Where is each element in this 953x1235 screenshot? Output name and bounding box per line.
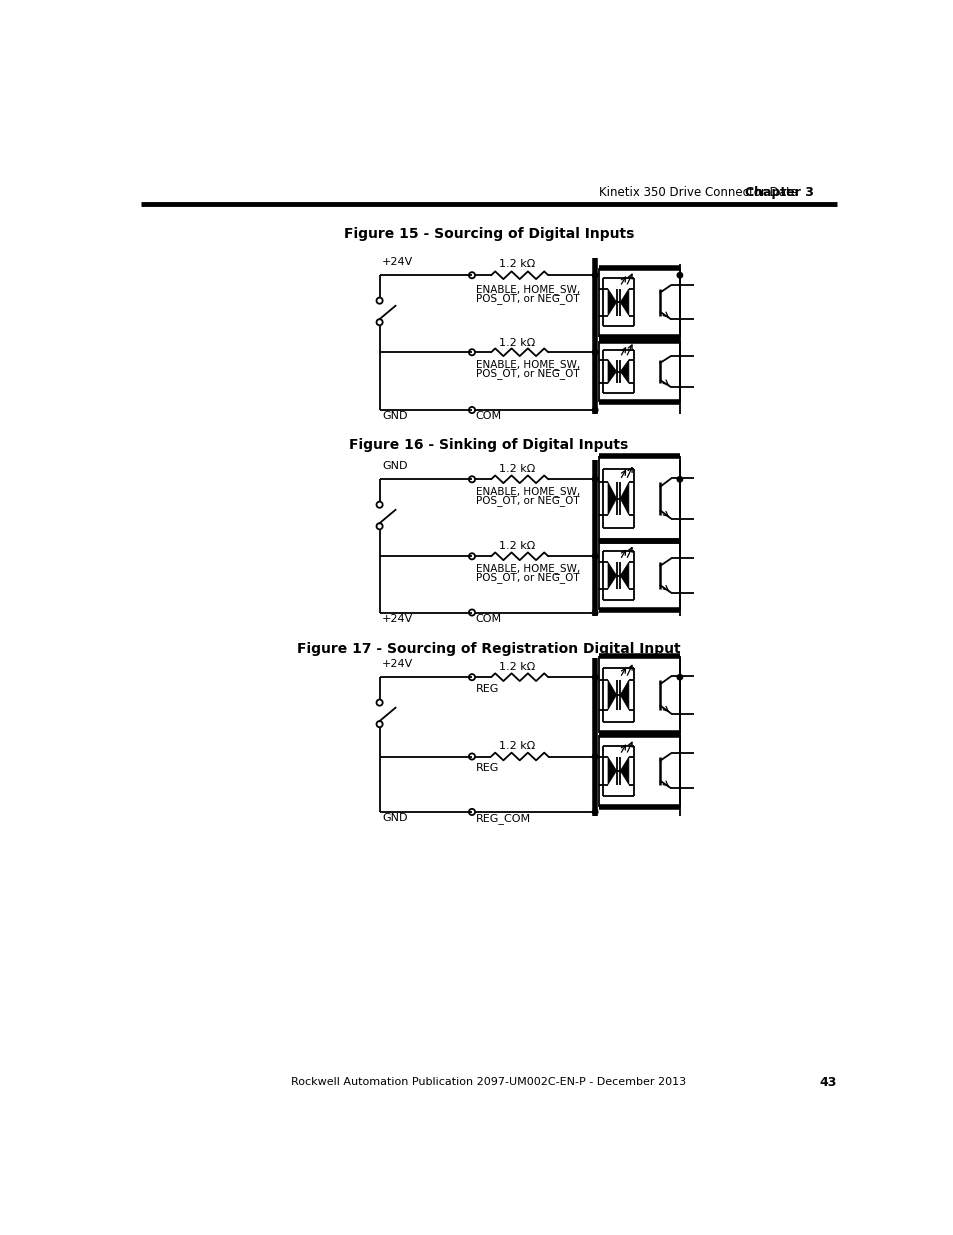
Circle shape <box>592 350 598 354</box>
Text: 1.2 kΩ: 1.2 kΩ <box>498 258 535 269</box>
Circle shape <box>592 674 598 680</box>
Text: GND: GND <box>381 461 407 472</box>
Text: Figure 17 - Sourcing of Registration Digital Input: Figure 17 - Sourcing of Registration Dig… <box>296 642 680 656</box>
Text: Rockwell Automation Publication 2097-UM002C-EN-P - December 2013: Rockwell Automation Publication 2097-UM0… <box>291 1077 686 1087</box>
Circle shape <box>592 553 598 559</box>
Text: REG: REG <box>476 763 498 773</box>
Text: POS_OT, or NEG_OT: POS_OT, or NEG_OT <box>476 572 578 583</box>
Circle shape <box>592 809 598 815</box>
Text: GND: GND <box>381 411 407 421</box>
Polygon shape <box>607 482 616 515</box>
Text: Figure 15 - Sourcing of Digital Inputs: Figure 15 - Sourcing of Digital Inputs <box>343 227 634 241</box>
Text: 1.2 kΩ: 1.2 kΩ <box>498 464 535 474</box>
Text: REG: REG <box>476 684 498 694</box>
Polygon shape <box>619 289 628 315</box>
Text: Kinetix 350 Drive Connector Data: Kinetix 350 Drive Connector Data <box>598 185 798 199</box>
Circle shape <box>592 610 598 615</box>
Polygon shape <box>607 562 616 589</box>
Circle shape <box>592 753 598 760</box>
Polygon shape <box>619 359 628 383</box>
Polygon shape <box>607 757 616 784</box>
Text: ENABLE, HOME_SW,: ENABLE, HOME_SW, <box>476 284 579 295</box>
Polygon shape <box>619 680 628 710</box>
Text: POS_OT, or NEG_OT: POS_OT, or NEG_OT <box>476 368 578 379</box>
Text: 1.2 kΩ: 1.2 kΩ <box>498 338 535 348</box>
Text: 1.2 kΩ: 1.2 kΩ <box>498 741 535 751</box>
Text: +24V: +24V <box>381 614 413 624</box>
Text: Chapter 3: Chapter 3 <box>744 185 813 199</box>
Text: 1.2 kΩ: 1.2 kΩ <box>498 541 535 551</box>
Circle shape <box>677 477 681 482</box>
Text: +24V: +24V <box>381 659 413 669</box>
Text: POS_OT, or NEG_OT: POS_OT, or NEG_OT <box>476 293 578 304</box>
Text: 43: 43 <box>819 1076 836 1089</box>
Polygon shape <box>607 680 616 710</box>
Text: ENABLE, HOME_SW,: ENABLE, HOME_SW, <box>476 487 579 496</box>
Circle shape <box>677 674 681 680</box>
Text: ENABLE, HOME_SW,: ENABLE, HOME_SW, <box>476 359 579 370</box>
Polygon shape <box>607 289 616 315</box>
Text: ENABLE, HOME_SW,: ENABLE, HOME_SW, <box>476 563 579 574</box>
Circle shape <box>592 477 598 482</box>
Text: 1.2 kΩ: 1.2 kΩ <box>498 662 535 672</box>
Polygon shape <box>607 359 616 383</box>
Text: POS_OT, or NEG_OT: POS_OT, or NEG_OT <box>476 495 578 506</box>
Polygon shape <box>619 482 628 515</box>
Circle shape <box>592 408 598 412</box>
Text: Figure 16 - Sinking of Digital Inputs: Figure 16 - Sinking of Digital Inputs <box>349 437 628 452</box>
Text: COM: COM <box>476 614 501 624</box>
Text: GND: GND <box>381 813 407 823</box>
Polygon shape <box>619 562 628 589</box>
Polygon shape <box>619 757 628 784</box>
Circle shape <box>592 273 598 278</box>
Text: +24V: +24V <box>381 257 413 267</box>
Circle shape <box>677 273 681 278</box>
Text: REG_COM: REG_COM <box>476 813 531 824</box>
Text: COM: COM <box>476 411 501 421</box>
